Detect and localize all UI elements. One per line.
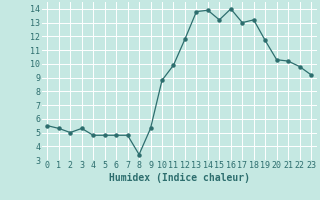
X-axis label: Humidex (Indice chaleur): Humidex (Indice chaleur) <box>109 173 250 183</box>
